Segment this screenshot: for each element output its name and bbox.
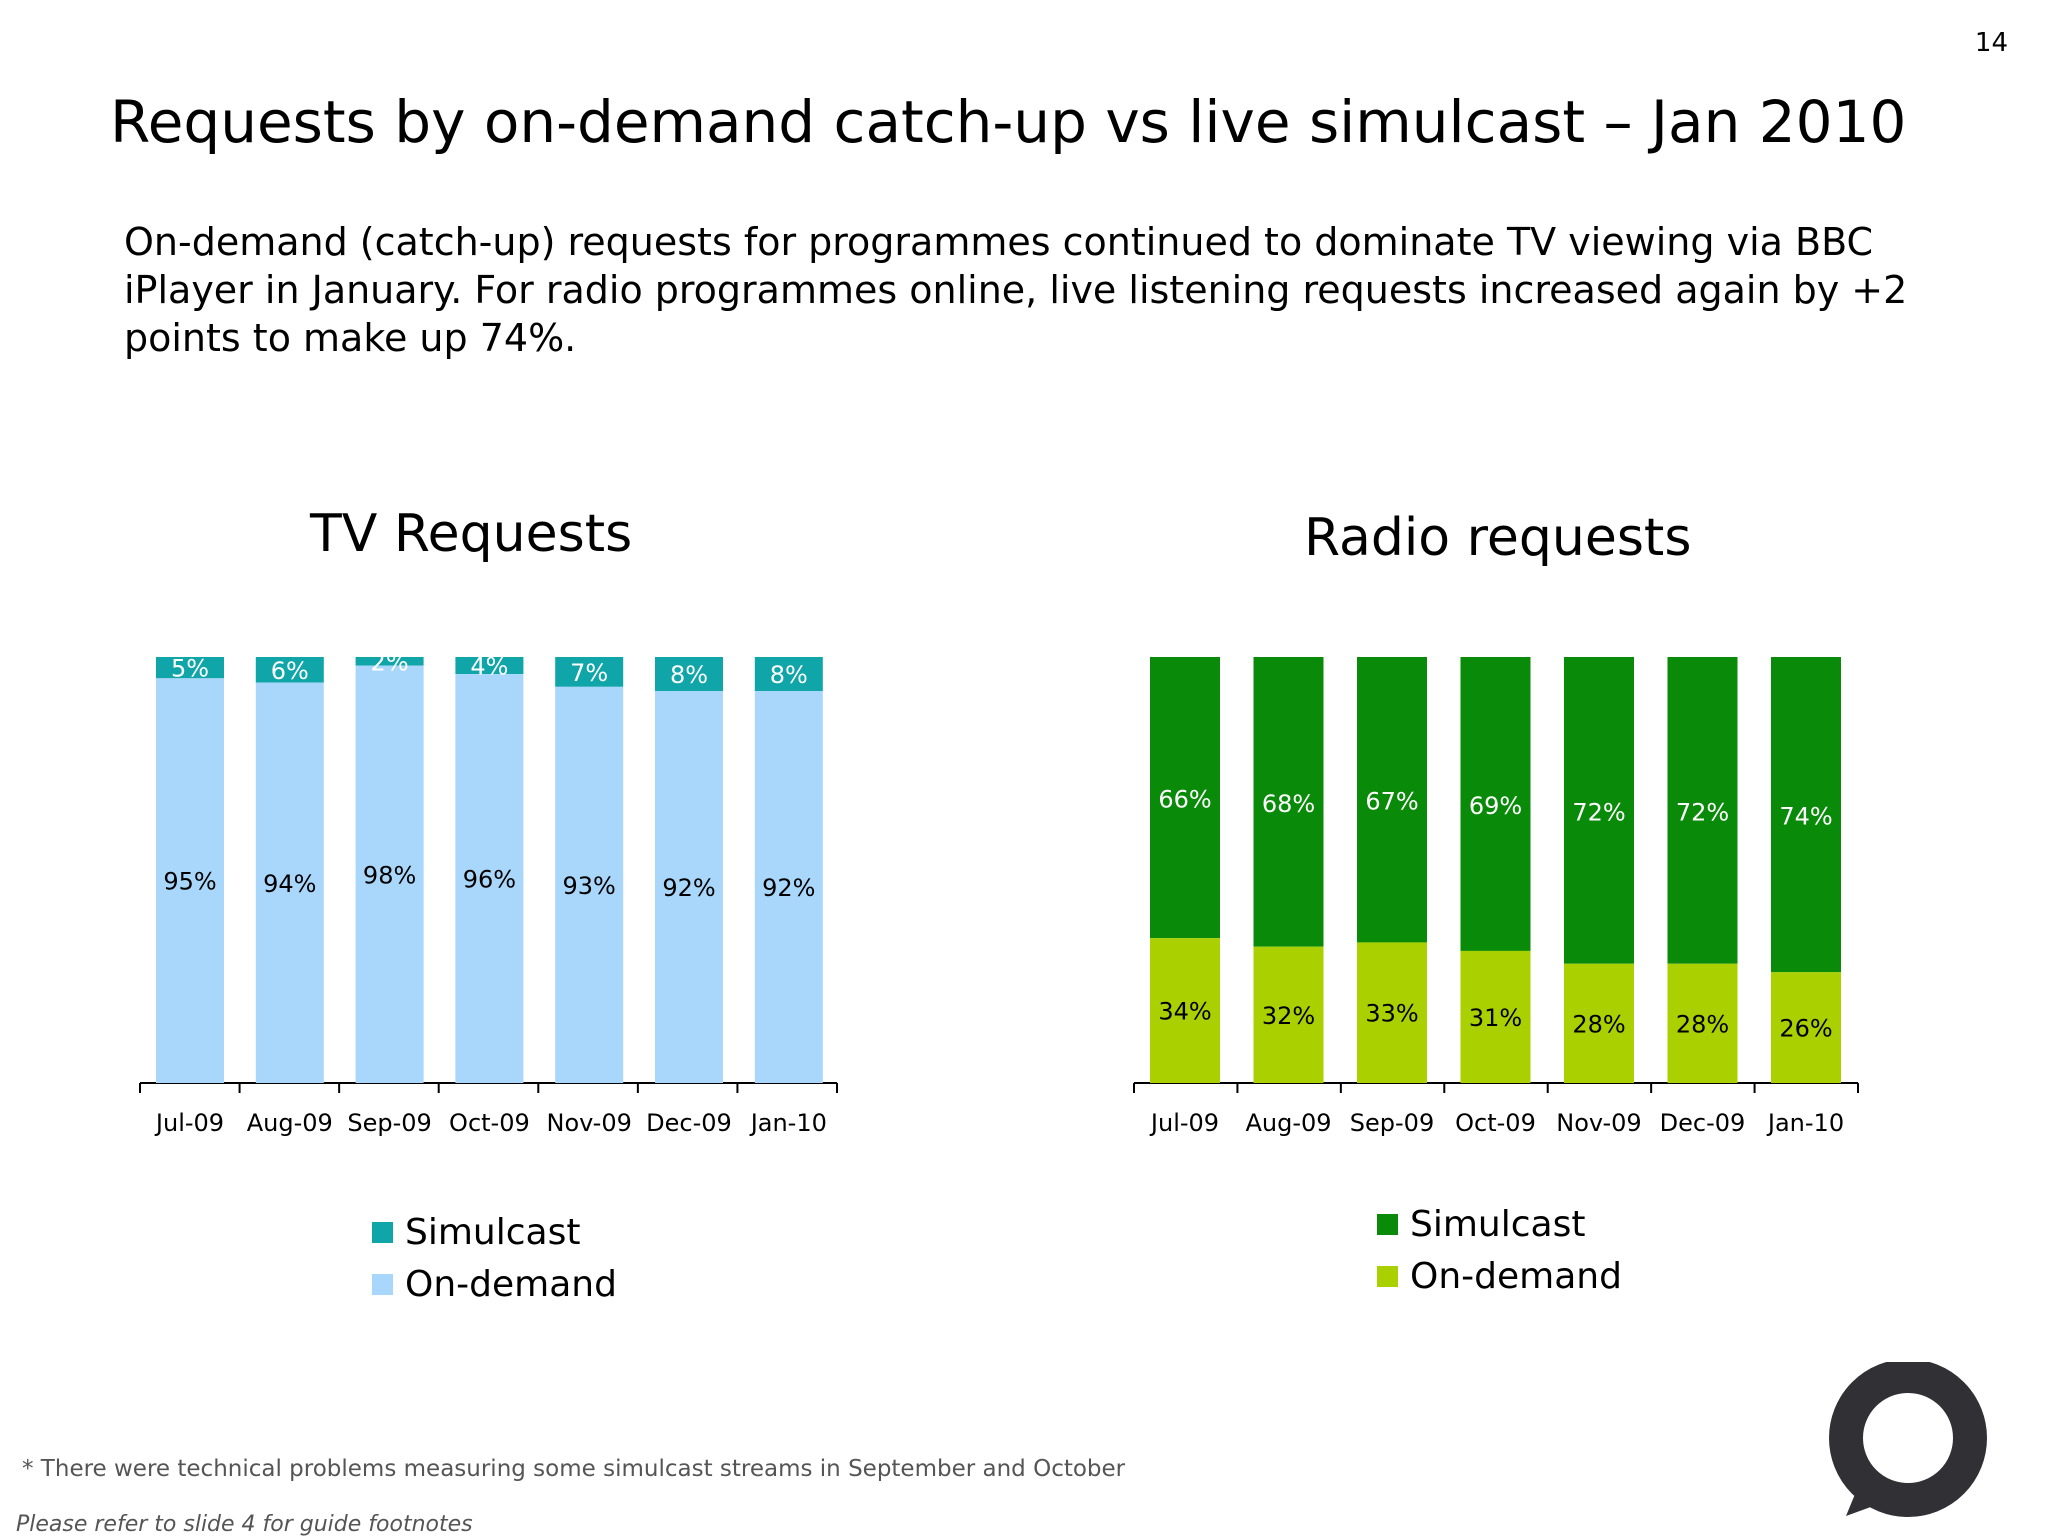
radio-label-on-demand: 33%: [1365, 1000, 1418, 1028]
radio-label-simulcast: 69%: [1469, 792, 1522, 820]
radio-legend-simulcast: Simulcast: [1377, 1198, 1622, 1250]
radio-x-tick-label: Sep-09: [1350, 1109, 1434, 1137]
radio-legend-simulcast-label: Simulcast: [1410, 1203, 1586, 1245]
tv-label-simulcast: 6%: [271, 657, 309, 685]
radio-bar-simulcast: [1667, 657, 1738, 964]
radio-bar-on-demand: [1357, 942, 1427, 1083]
radio-bar-on-demand: [1564, 963, 1634, 1083]
tv-label-simulcast: 5%: [171, 655, 209, 683]
radio-legend-simulcast-swatch: [1377, 1213, 1398, 1235]
tv-label-simulcast: 7%: [570, 659, 608, 687]
radio-label-on-demand: 26%: [1779, 1015, 1832, 1043]
tv-bar-simulcast: [555, 657, 624, 687]
summary-text: On-demand (catch-up) requests for progra…: [124, 220, 1908, 360]
tv-bar-simulcast: [754, 657, 823, 692]
radio-bar-on-demand: [1667, 963, 1738, 1083]
tv-x-tick-label: Dec-09: [646, 1109, 732, 1137]
tv-label-simulcast: 4%: [470, 653, 508, 681]
radio-x-tick-label: Jan-10: [1766, 1109, 1844, 1137]
tv-bar-simulcast: [255, 657, 324, 683]
tv-label-on-demand: 93%: [563, 872, 616, 900]
tv-label-on-demand: 96%: [463, 866, 516, 894]
radio-x-tick-label: Nov-09: [1556, 1109, 1641, 1137]
tv-label-on-demand: 98%: [363, 861, 416, 889]
slide-title: Requests by on-demand catch-up vs live s…: [110, 88, 1907, 156]
radio-x-tick-label: Oct-09: [1455, 1109, 1536, 1137]
guide-footnote-note: Please refer to slide 4 for guide footno…: [16, 1512, 473, 1537]
tv-bar-on-demand: [555, 686, 624, 1083]
page-number: 14: [1974, 28, 2008, 58]
radio-label-on-demand: 28%: [1572, 1010, 1625, 1038]
tv-bar-on-demand: [455, 674, 524, 1083]
radio-x-tick-label: Jul-09: [1149, 1109, 1219, 1137]
speech-bubble-logo-icon: [1829, 1362, 1987, 1517]
tv-label-on-demand: 94%: [263, 870, 316, 898]
tv-bar-simulcast: [655, 657, 723, 692]
radio-bar-on-demand: [1253, 946, 1324, 1083]
radio-label-simulcast: 72%: [1572, 798, 1625, 826]
tv-bar-simulcast: [156, 657, 224, 679]
radio-bar-on-demand: [1150, 938, 1220, 1083]
radio-legend: Simulcast On-demand: [1377, 1198, 1622, 1302]
tv-label-simulcast: 8%: [770, 661, 808, 689]
radio-label-on-demand: 32%: [1262, 1002, 1315, 1030]
tv-x-tick-label: Jan-10: [749, 1109, 827, 1137]
tv-legend-simulcast-label: Simulcast: [405, 1211, 581, 1253]
tv-bar-on-demand: [255, 682, 324, 1083]
tv-legend-on-demand-swatch: [372, 1273, 393, 1295]
radio-x-tick-label: Dec-09: [1660, 1109, 1746, 1137]
tv-bar-simulcast: [355, 657, 424, 666]
tv-label-on-demand: 95%: [163, 868, 216, 896]
tv-chart-title: TV Requests: [310, 504, 633, 564]
tv-x-tick-label: Jul-09: [154, 1109, 224, 1137]
radio-chart-title: Radio requests: [1304, 508, 1692, 568]
radio-label-simulcast: 68%: [1262, 790, 1315, 818]
radio-bar-simulcast: [1564, 657, 1634, 964]
tv-x-tick-label: Nov-09: [546, 1109, 631, 1137]
radio-label-on-demand: 28%: [1676, 1010, 1729, 1038]
radio-label-on-demand: 31%: [1469, 1004, 1522, 1032]
tv-legend: Simulcast On-demand: [372, 1206, 617, 1310]
radio-requests-chart: 66% 34% Jul-09 68% 32% Aug-09 67% 33% Sep-09 69% 3…: [1133, 657, 1859, 1137]
radio-legend-on-demand: On-demand: [1377, 1250, 1622, 1302]
tv-legend-simulcast-swatch: [372, 1221, 393, 1243]
radio-bar-simulcast: [1460, 657, 1531, 951]
tv-legend-simulcast: Simulcast: [372, 1206, 617, 1258]
tv-bar-on-demand: [355, 665, 424, 1083]
tv-bar-simulcast: [455, 657, 524, 675]
radio-label-on-demand: 34%: [1158, 998, 1211, 1026]
tv-x-tick-label: Aug-09: [247, 1109, 333, 1137]
radio-label-simulcast: 67%: [1365, 788, 1418, 816]
radio-bar-simulcast: [1771, 657, 1841, 973]
tv-bar-on-demand: [754, 691, 823, 1083]
radio-x-tick-label: Aug-09: [1245, 1109, 1331, 1137]
footnote: * There were technical problems measurin…: [22, 1456, 1126, 1482]
tv-requests-chart: 5% 95% Jul-09 6% 94% Aug-09 2% 98% Sep-09 4% 96% Oc…: [139, 648, 838, 1137]
radio-legend-on-demand-swatch: [1377, 1265, 1398, 1287]
tv-legend-on-demand: On-demand: [372, 1258, 617, 1310]
radio-bar-simulcast: [1253, 657, 1324, 947]
radio-bar-on-demand: [1460, 950, 1531, 1083]
radio-label-simulcast: 74%: [1779, 803, 1832, 831]
tv-bar-on-demand: [655, 691, 723, 1083]
radio-label-simulcast: 72%: [1676, 798, 1729, 826]
radio-bar-simulcast: [1150, 657, 1220, 939]
tv-label-on-demand: 92%: [662, 874, 715, 902]
tv-x-tick-label: Sep-09: [347, 1109, 431, 1137]
tv-label-on-demand: 92%: [762, 874, 815, 902]
tv-label-simulcast: 8%: [670, 661, 708, 689]
tv-label-simulcast: 2%: [371, 648, 409, 676]
radio-label-simulcast: 66%: [1158, 786, 1211, 814]
tv-x-tick-label: Oct-09: [449, 1109, 530, 1137]
radio-bar-simulcast: [1357, 657, 1427, 943]
radio-bar-on-demand: [1771, 972, 1841, 1083]
radio-legend-on-demand-label: On-demand: [1410, 1255, 1622, 1297]
tv-legend-on-demand-label: On-demand: [405, 1263, 617, 1305]
tv-bar-on-demand: [156, 678, 224, 1083]
